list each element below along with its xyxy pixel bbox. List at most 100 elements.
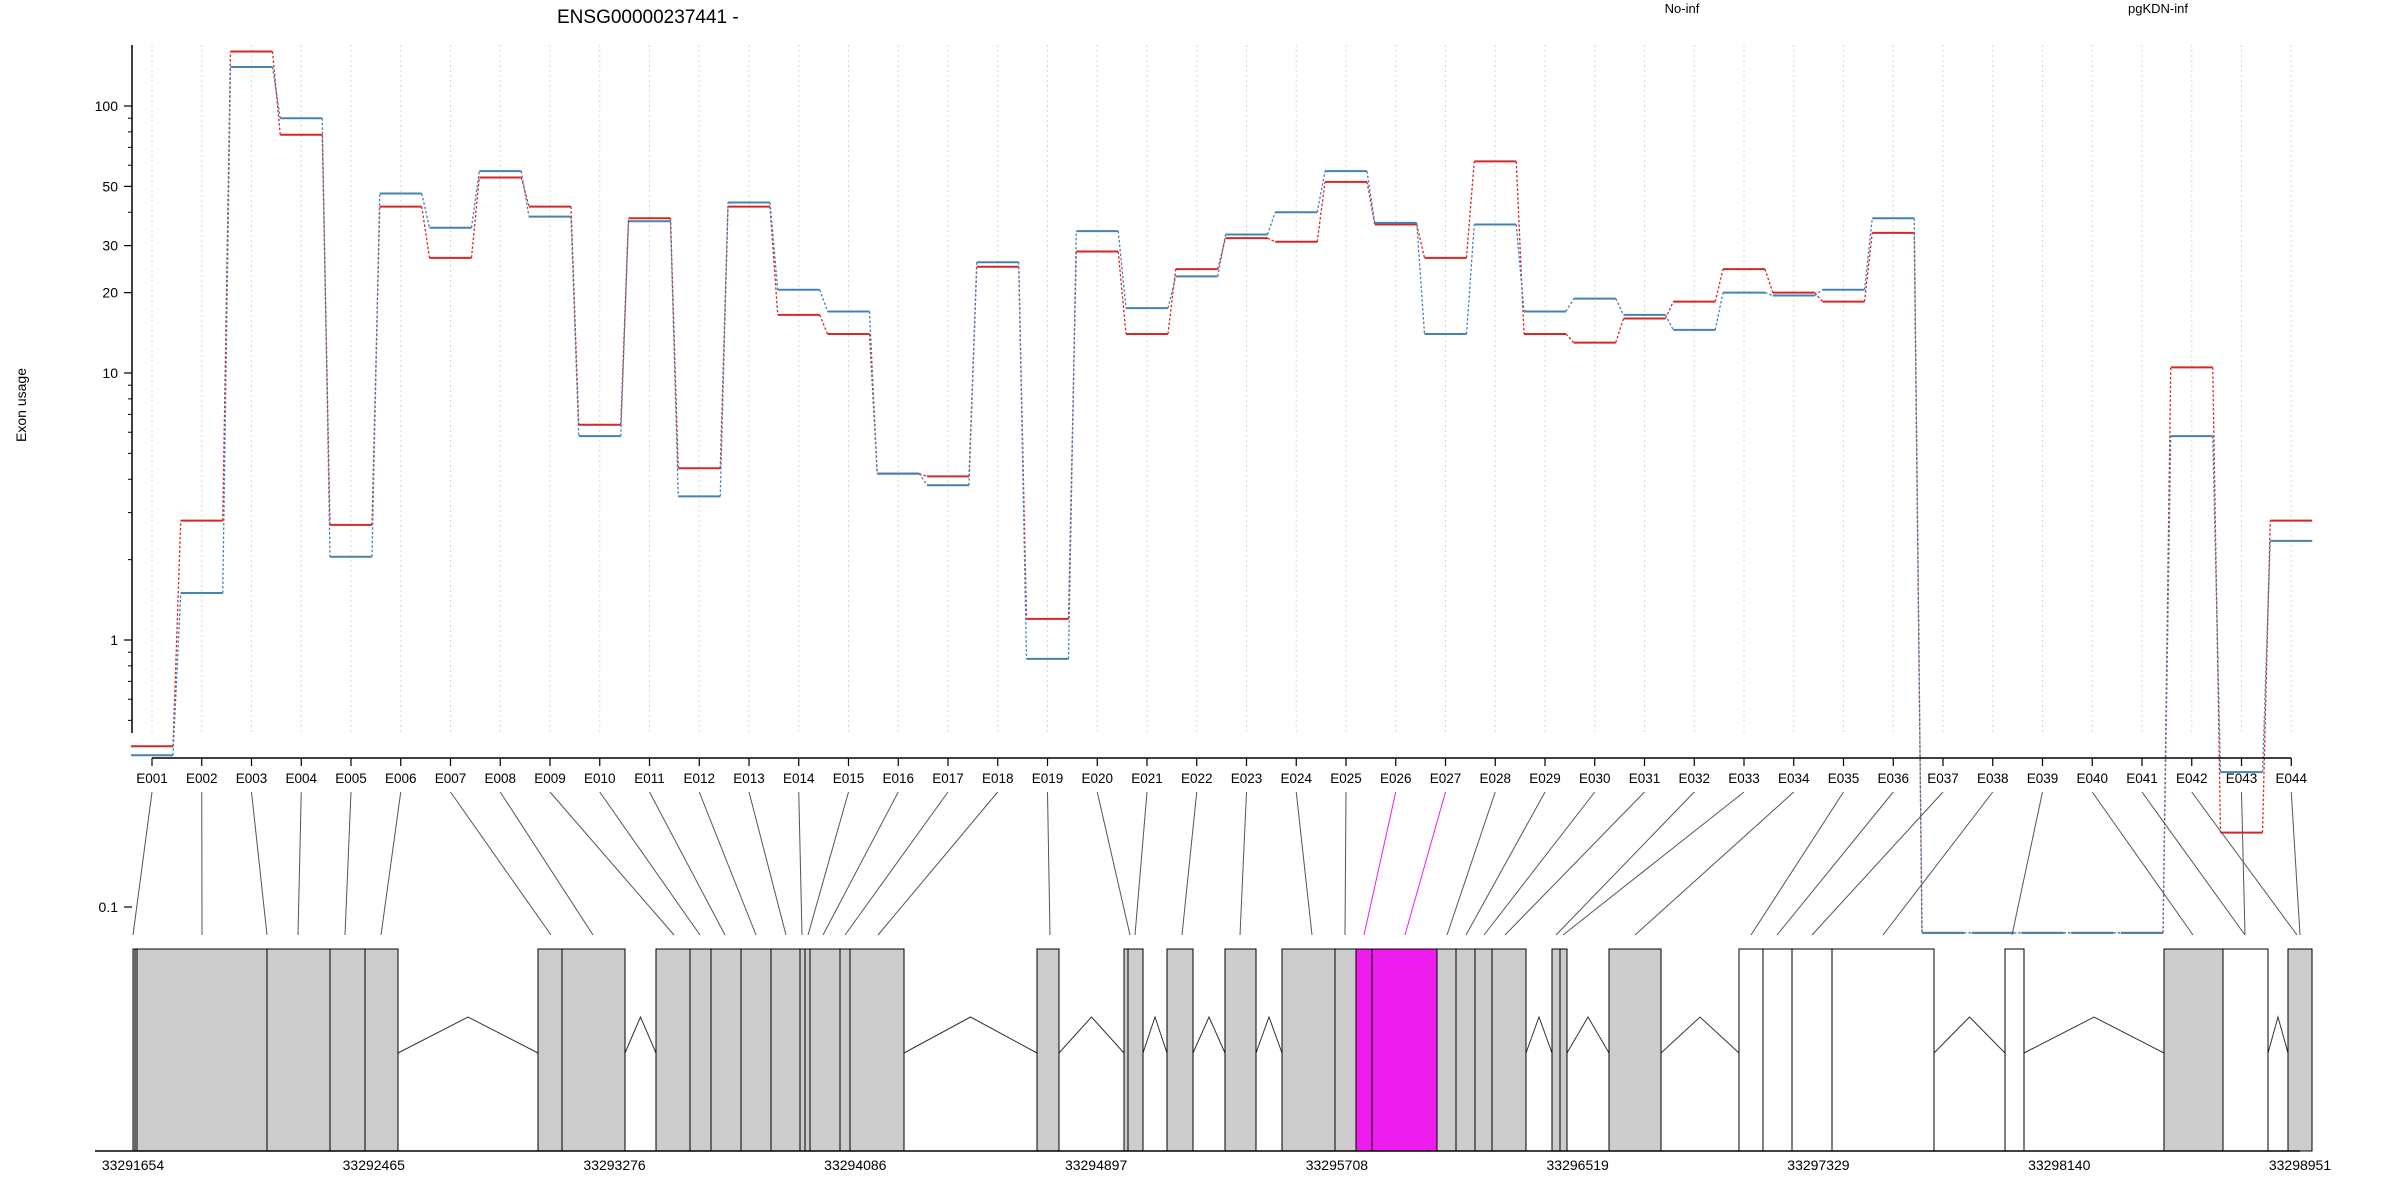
- series-connector: [919, 472, 928, 477]
- exon-connector: [798, 791, 803, 936]
- exon-connector: [698, 791, 757, 936]
- series-connector: [1018, 262, 1028, 659]
- exon-box: [1551, 948, 1561, 1152]
- exon-connector: [2011, 791, 2043, 936]
- exon-connector: [1363, 791, 1397, 936]
- exon-box: [1608, 948, 1662, 1152]
- exon-box: [710, 948, 742, 1152]
- series-connector: [1764, 268, 1774, 293]
- x-tick-label: E015: [833, 771, 865, 786]
- series-connector: [172, 592, 182, 756]
- y-axis: 0.1 1 10 20 30 50 100: [95, 45, 133, 915]
- series-pgkdn-inf: [131, 65, 2313, 934]
- series-connector: [819, 314, 829, 335]
- exon-connector: [1555, 791, 1695, 936]
- exon-connector: [251, 791, 268, 936]
- x-tick-label: E029: [1529, 771, 1561, 786]
- x-tick-label: E030: [1579, 771, 1611, 786]
- exon-box: [329, 948, 366, 1152]
- intron-line: [1566, 1016, 1610, 1054]
- exon-connector: [549, 791, 675, 936]
- x-tick-label: E004: [285, 771, 317, 786]
- exon-box: [561, 948, 626, 1152]
- x-axis: E001 E002 E003 E004 E005 E006 E007 E008 E009 E010…: [136, 757, 2308, 786]
- x-tick-label: E012: [683, 771, 715, 786]
- genome-coordinate-axis: 33291654 33292465 33293276 33294086 33294897…: [95, 1150, 2331, 1173]
- exon-connector: [1483, 791, 1596, 936]
- exon-connector: [2290, 791, 2301, 936]
- series-connector: [1565, 333, 1575, 344]
- exon-box: [1127, 948, 1144, 1152]
- exon-box: [364, 948, 399, 1152]
- x-tick-label: E006: [385, 771, 417, 786]
- series-connector: [520, 171, 530, 217]
- exon-connector: [599, 791, 701, 936]
- series-connector: [669, 221, 679, 497]
- x-tick-label: E016: [882, 771, 914, 786]
- series-connector: [1416, 224, 1426, 258]
- y-tick-label: 20: [102, 285, 118, 301]
- y-tick-label: 1: [110, 632, 118, 648]
- series-connector: [222, 66, 232, 593]
- genome-coordinate-label: 33296519: [1547, 1157, 1610, 1173]
- exon-connector: [1776, 791, 1894, 936]
- exon-box: [1762, 948, 1793, 1152]
- x-tick-label: E041: [2126, 771, 2158, 786]
- exon-connector: [1562, 791, 1745, 936]
- genome-coordinate-label: 33291654: [102, 1157, 165, 1173]
- series-connector: [321, 118, 331, 557]
- x-tick-label: E028: [1479, 771, 1511, 786]
- x-tick-label: E013: [733, 771, 765, 786]
- series-connector: [2212, 436, 2222, 773]
- intron-line: [2023, 1016, 2165, 1054]
- series-connector: [2162, 367, 2172, 933]
- exon-box: [2287, 948, 2313, 1152]
- y-tick-label: 100: [95, 98, 119, 114]
- x-tick-label: E024: [1280, 771, 1312, 786]
- series-connector: [868, 311, 878, 474]
- intron-line: [903, 1016, 1038, 1054]
- series-connector: [2212, 367, 2222, 833]
- y-axis-label: Exon usage: [13, 368, 29, 442]
- exon-box: [1474, 948, 1493, 1152]
- x-tick-label: E003: [236, 771, 268, 786]
- genome-coordinate-label: 33294086: [824, 1157, 887, 1173]
- exon-box: [689, 948, 712, 1152]
- exon-box: [1224, 948, 1257, 1152]
- exon-box: [2222, 948, 2269, 1152]
- exon-box: [136, 948, 268, 1152]
- series-connector: [1814, 289, 1823, 297]
- exon-box: [2004, 948, 2025, 1152]
- intron-line: [1525, 1015, 1553, 1054]
- exon-connector: [450, 791, 552, 936]
- series-connector: [1267, 237, 1276, 243]
- intron-line: [2267, 1015, 2289, 1054]
- series-connector: [1416, 222, 1426, 335]
- exon-connector: [1811, 791, 1944, 936]
- series-connector: [1565, 298, 1575, 312]
- y-tick-label: 50: [102, 178, 118, 194]
- exon-connector: [2091, 791, 2194, 936]
- x-tick-label: E014: [783, 771, 815, 786]
- exon-box: [1166, 948, 1194, 1152]
- x-tick-label: E039: [2027, 771, 2059, 786]
- x-tick-label: E036: [1877, 771, 1909, 786]
- exon-box: [266, 948, 331, 1152]
- exon-connector: [499, 791, 594, 936]
- exon-connector: [2241, 791, 2246, 936]
- exon-connector: [380, 791, 402, 936]
- genome-coordinate-label: 33292465: [343, 1157, 406, 1173]
- x-tick-label: E005: [335, 771, 367, 786]
- exon-connector: [1181, 791, 1198, 936]
- x-tick-label: E033: [1728, 771, 1760, 786]
- exon-box: [1559, 948, 1568, 1152]
- exon-connector: [1096, 791, 1131, 936]
- series-connector: [719, 202, 729, 497]
- x-tick-label: E009: [534, 771, 566, 786]
- exon-box: [1436, 948, 1457, 1152]
- series-connector: [968, 262, 978, 486]
- x-tick-label: E021: [1131, 771, 1163, 786]
- exon-box: [1455, 948, 1476, 1152]
- series-connector: [1167, 276, 1177, 309]
- exon-connector: [1634, 791, 1795, 936]
